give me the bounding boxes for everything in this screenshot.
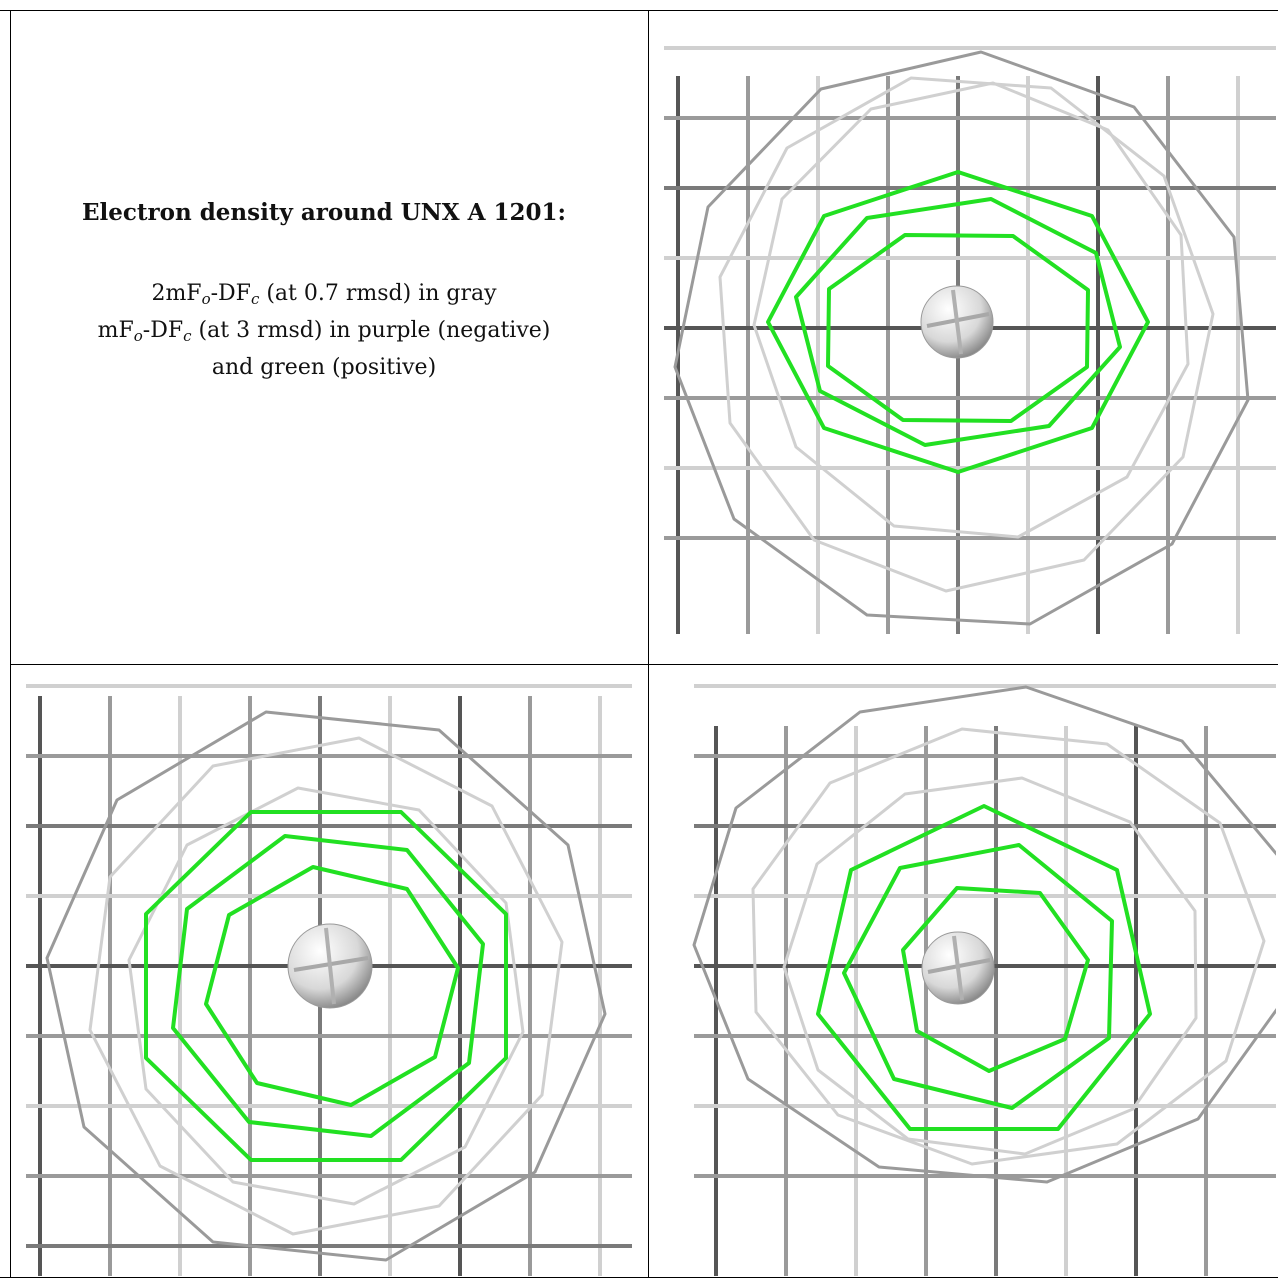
green-contour bbox=[766, 170, 1150, 474]
density-view-bottom-right bbox=[664, 666, 1276, 1276]
green-contour bbox=[794, 197, 1122, 447]
green-contour bbox=[901, 886, 1090, 1073]
caption-panel: Electron density around UNX A 1201: 2mFo… bbox=[12, 12, 636, 634]
border-center bbox=[10, 664, 1278, 665]
green-positive-density bbox=[816, 804, 1152, 1131]
caption-title: Electron density around UNX A 1201: bbox=[81, 198, 567, 226]
green-contour bbox=[826, 233, 1090, 423]
mesh-view-1 bbox=[664, 46, 1276, 634]
unx-atom bbox=[921, 931, 995, 1005]
unx-atom bbox=[287, 923, 373, 1009]
gray-contour bbox=[127, 786, 525, 1206]
border-bottom bbox=[0, 1277, 1278, 1278]
green-contour bbox=[171, 834, 485, 1138]
mesh-view-3 bbox=[692, 684, 1276, 1276]
gray-contour bbox=[45, 710, 607, 1262]
border-left bbox=[10, 10, 11, 1278]
density-view-top-right bbox=[664, 12, 1276, 634]
gray-contour bbox=[88, 736, 564, 1236]
mesh-line-over-atom bbox=[324, 927, 336, 1005]
green-contour bbox=[204, 865, 460, 1107]
gray-contour bbox=[673, 50, 1250, 626]
mesh-line-over-atom bbox=[951, 289, 963, 355]
gray-contour bbox=[782, 776, 1198, 1156]
mesh-view-2 bbox=[26, 684, 632, 1276]
green-contour bbox=[816, 804, 1152, 1131]
gray-outer-contours bbox=[45, 710, 607, 1262]
green-positive-density bbox=[766, 170, 1150, 474]
green-contour bbox=[842, 843, 1114, 1110]
green-contour bbox=[144, 810, 508, 1162]
gray-contour bbox=[718, 76, 1215, 593]
caption-body: 2mFo-DFc (at 0.7 rmsd) in gray mFo-DFc (… bbox=[98, 278, 551, 384]
caption-line-mfo: mFo-DFc (at 3 rmsd) in purple (negative) bbox=[97, 317, 551, 345]
gray-contour bbox=[692, 685, 1276, 1184]
gray-outer-contours bbox=[692, 685, 1276, 1184]
gray-contour bbox=[752, 81, 1190, 539]
border-middle bbox=[648, 10, 649, 1278]
mesh-line-over-atom bbox=[952, 935, 964, 1001]
caption-line-2mfo: 2mFo-DFc (at 0.7 rmsd) in gray bbox=[151, 280, 497, 308]
green-positive-density bbox=[144, 810, 508, 1162]
unx-atom bbox=[920, 285, 994, 359]
gray-contour bbox=[751, 727, 1266, 1166]
border-top bbox=[0, 10, 1278, 11]
density-view-bottom-left bbox=[26, 666, 632, 1276]
caption-line-green: and green (positive) bbox=[211, 354, 437, 380]
gray-outer-contours bbox=[673, 50, 1250, 626]
